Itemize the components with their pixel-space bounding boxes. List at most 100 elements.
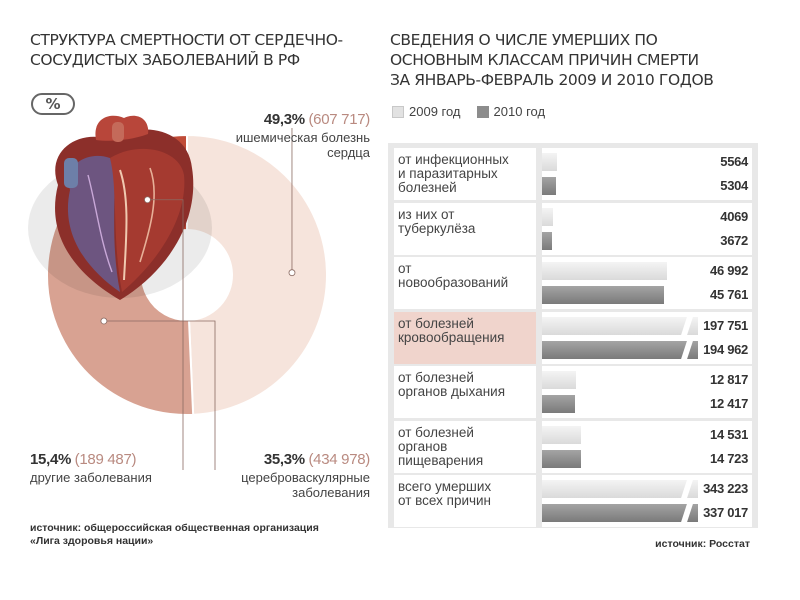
donut-slice-ish [186, 133, 328, 416]
bar-value-2009: 5564 [720, 154, 748, 169]
bar-2009 [542, 153, 557, 171]
leader-dot-oth [144, 196, 151, 204]
legend-swatch-2010 [476, 105, 489, 118]
bar-value-2009: 12 817 [710, 372, 748, 387]
legend-item-2009: 2009 год [392, 104, 461, 119]
bar-title: Сведения о числе умерших по основным кла… [390, 30, 790, 90]
bar-category-label: от болезней органов пищеварения [394, 420, 536, 473]
bar-category-label-line: всего умерших [398, 479, 492, 494]
bar-value-2010: 337 017 [703, 505, 748, 520]
bar-2009 [542, 480, 698, 498]
cerebro-count: (434 978) [308, 451, 370, 468]
bar-row: от болезней органов пищеварения 14 531 14 72… [394, 420, 752, 473]
bar-2009 [542, 316, 698, 335]
bar-2009 [542, 371, 577, 389]
pie-source-line1: источник: общероссийская общественная ор… [30, 522, 319, 534]
pie-source-line2: «Лига здоровья нации» [30, 535, 154, 547]
bar-2009 [542, 425, 581, 444]
percent-unit-badge: % [31, 93, 75, 115]
bar-category-label-line: от [398, 261, 412, 276]
pie-title-line2: сосудистых заболеваний в РФ [30, 51, 300, 69]
bar-2010 [542, 231, 552, 250]
ischemic-label-line2: сердца [327, 145, 370, 160]
bar-row: из них от туберкулёза 4069 3672 [394, 202, 752, 255]
bar-title-line3: за январь-февраль 2009 и 2010 годов [390, 71, 714, 89]
leader-dot-ish [288, 269, 296, 277]
bar-value-2010: 5304 [720, 178, 748, 193]
bar-category-label-line: кровообращения [398, 329, 505, 345]
bar-category-label-line: новообразований [398, 275, 509, 290]
callout-other: 15,4% (189 487) другие заболевания [30, 452, 230, 485]
bar-2010 [542, 286, 665, 304]
bar-row: от инфекционных и паразитарных болезней 556… [394, 148, 752, 200]
legend-label-2009: 2009 год [409, 104, 461, 119]
bar-category-label-line: пищеварения [398, 452, 484, 468]
bar-category-label-line: от болезней [398, 424, 474, 440]
legend-swatch-2009 [392, 105, 404, 118]
bar-value-2009: 14 531 [710, 426, 748, 442]
bar-value-2010: 45 761 [710, 287, 748, 302]
bar-category-label-line: болезней [398, 180, 457, 195]
cerebro-percent: 35,3% [263, 451, 305, 468]
bar-value-2009: 343 223 [703, 481, 748, 496]
cerebro-label-line1: цереброваскулярные [241, 470, 370, 485]
bar-category-label-line: от болезней [398, 370, 474, 385]
bar-title-line2: основным классам причин смерти [390, 51, 699, 69]
callout-cerebrovascular: 35,3% (434 978) цереброваскулярные забол… [170, 452, 370, 500]
bar-legend: 2009 год 2010 год [392, 104, 561, 119]
bar-source: источник: Росстат [655, 538, 750, 550]
bar-value-2010: 194 962 [703, 341, 748, 357]
pie-title: Структура смертности от сердечно- сосуди… [30, 30, 370, 70]
bar-category-label: от инфекционных и паразитарных болезней [394, 148, 536, 200]
bar-2010 [542, 449, 582, 468]
ischemic-percent: 49,3% [263, 111, 305, 128]
bar-row: от болезней кровообращения 197 751 194 962 [394, 311, 752, 364]
bar-category-label-line: от болезней [398, 315, 474, 331]
bar-value-2009: 46 992 [710, 263, 748, 278]
leader-dot-cer [100, 317, 108, 325]
bar-category-label-line: из них от [398, 206, 455, 222]
bar-2010 [542, 504, 698, 522]
bar-category-label: от новообразований [394, 257, 536, 309]
bar-category-label-line: и паразитарных [398, 166, 498, 181]
bar-2009 [542, 262, 668, 280]
callout-ischemic: 49,3% (607 717) ишемическая болезнь серд… [170, 111, 371, 160]
legend-label-2010: 2010 год [493, 104, 546, 119]
bar-value-2010: 3672 [720, 232, 748, 248]
bar-box: 343 223 337 017 [542, 475, 752, 527]
bar-category-label-line: органов [398, 438, 448, 454]
pie-title-line1: Структура смертности от сердечно- [30, 31, 343, 49]
bar-value-2009: 197 751 [703, 317, 748, 333]
legend-item-2010: 2010 год [476, 104, 546, 119]
bar-box: 5564 5304 [542, 148, 752, 200]
bar-category-label: всего умерших от всех причин [394, 475, 536, 527]
ischemic-label-line1: ишемическая болезнь [235, 130, 370, 145]
bar-box: 14 531 14 723 [542, 420, 752, 473]
cerebro-label-line2: заболевания [292, 485, 370, 500]
leader-line-oth [147, 199, 184, 470]
bar-value-2010: 12 417 [710, 396, 748, 411]
bar-title-line1: Сведения о числе умерших по [390, 31, 658, 49]
bar-box: 197 751 194 962 [542, 311, 752, 364]
bar-category-label: из них от туберкулёза [394, 202, 536, 255]
heart-illustration [28, 115, 212, 300]
ischemic-count: (607 717) [308, 111, 370, 128]
bar-row: от болезней органов дыхания 12 817 12 417 [394, 366, 752, 418]
bar-row: от новообразований 46 992 45 761 [394, 257, 752, 309]
bar-category-label-line: туберкулёза [398, 220, 476, 236]
bar-category-label-line: от всех причин [398, 493, 492, 508]
donut-leader-lines [100, 128, 296, 470]
bar-2009 [542, 207, 553, 226]
bar-box: 4069 3672 [542, 202, 752, 255]
bar-category-label-line: органов дыхания [398, 384, 506, 399]
other-count: (189 487) [74, 451, 137, 468]
bar-2010 [542, 395, 576, 413]
bar-value-2010: 14 723 [710, 450, 748, 466]
bar-2010 [542, 177, 557, 195]
bar-row: всего умерших от всех причин 343 223 337 01… [394, 475, 752, 527]
bar-2010 [542, 340, 698, 359]
other-percent: 15,4% [30, 451, 72, 468]
leader-line-cer [103, 320, 216, 470]
bar-box: 12 817 12 417 [542, 366, 752, 418]
